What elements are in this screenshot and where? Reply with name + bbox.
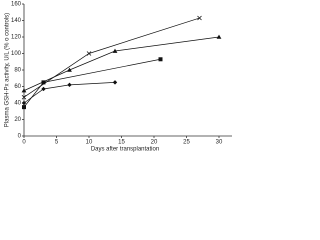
marker [21, 94, 27, 100]
y-axis-label: Plasma GSH-Px activity, U/L (% o control… [5, 13, 11, 127]
marker [67, 82, 72, 88]
y-tick-label: 60 [14, 84, 21, 90]
y-tick-label: 120 [11, 35, 22, 41]
x-tick-label: 25 [183, 140, 190, 146]
marker [21, 88, 27, 93]
page: Days after transplantation Plasma GSH-Px… [4, 1, 232, 153]
series-line [23, 82, 116, 104]
marker [112, 80, 118, 85]
y-tick-label: 0 [18, 134, 22, 140]
chart: Days after transplantation Plasma GSH-Px… [5, 2, 232, 153]
series-line [23, 36, 220, 91]
marker [67, 67, 72, 72]
x-tick-label: 0 [22, 140, 26, 146]
marker [216, 34, 222, 39]
x-tick-label: 10 [86, 140, 93, 146]
marker [158, 57, 163, 62]
x-axis-label: Days after transplantation [91, 147, 159, 153]
y-tick-label: 20 [14, 117, 21, 123]
y-tick-label: 140 [11, 18, 22, 24]
series-line [23, 17, 200, 98]
x-tick-label: 30 [216, 140, 223, 146]
marker [41, 80, 46, 85]
marker [22, 105, 26, 110]
x-tick-label: 5 [55, 140, 59, 146]
marker [86, 51, 92, 56]
y-tick-label: 160 [11, 2, 22, 8]
marker [41, 86, 46, 92]
x-tick-label: 20 [151, 140, 158, 146]
marker [197, 15, 202, 21]
marker [21, 100, 27, 106]
y-tick-label: 80 [14, 68, 21, 74]
x-tick-label: 15 [118, 140, 125, 146]
y-tick-label: 40 [14, 101, 21, 107]
y-tick-label: 100 [11, 51, 22, 57]
marker [112, 48, 118, 53]
